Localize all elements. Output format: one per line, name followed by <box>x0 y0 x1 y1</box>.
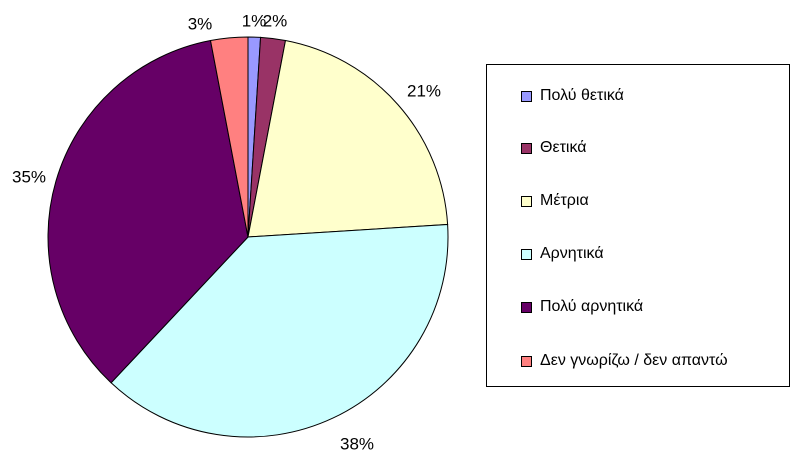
pie-value-label-very-positive: 1% <box>242 11 267 30</box>
pie-slice-dont-know <box>209 36 249 238</box>
pie-value-label-dont-know: 3% <box>188 14 213 33</box>
legend-item-negative: Αρνητικά <box>521 244 604 264</box>
pie-slice-negative <box>110 223 449 438</box>
pie-value-label-moderate: 21% <box>407 81 441 100</box>
legend-label: Αρνητικά <box>540 245 604 262</box>
legend-label: Πολύ αρνητικά <box>540 298 644 315</box>
legend-label: Πολύ θετικά <box>540 87 624 104</box>
pie-slice-moderate <box>247 39 449 238</box>
legend-swatch <box>521 248 532 260</box>
legend-item-moderate: Μέτρια <box>521 191 589 211</box>
legend-label: Δεν γνωρίζω / δεν απαντώ <box>540 352 728 369</box>
pie-slices <box>47 36 449 438</box>
legend-swatch <box>521 90 532 102</box>
pie-value-label-very-negative: 35% <box>12 167 46 186</box>
legend-item-very-positive: Πολύ θετικά <box>521 86 624 106</box>
legend-swatch <box>521 355 532 367</box>
legend-label: Μέτρια <box>540 192 589 209</box>
pie-value-label-negative: 38% <box>340 434 374 453</box>
legend-label: Θετικά <box>540 139 587 156</box>
legend-swatch <box>521 142 532 154</box>
legend-swatch <box>521 301 532 313</box>
pie-slice-very-negative <box>47 39 249 384</box>
legend-item-positive: Θετικά <box>521 138 587 158</box>
legend-swatch <box>521 195 532 207</box>
pie-value-labels: 1%2% 21% 38% 35% 3% <box>12 11 441 453</box>
chart-legend: Πολύ θετικά Θετικά Μέτρια Αρνητικά Πολύ … <box>486 64 790 387</box>
pie-value-label-positive: 2% <box>263 11 288 30</box>
legend-item-dont-know: Δεν γνωρίζω / δεν απαντώ <box>521 351 728 371</box>
legend-item-very-negative: Πολύ αρνητικά <box>521 297 643 317</box>
